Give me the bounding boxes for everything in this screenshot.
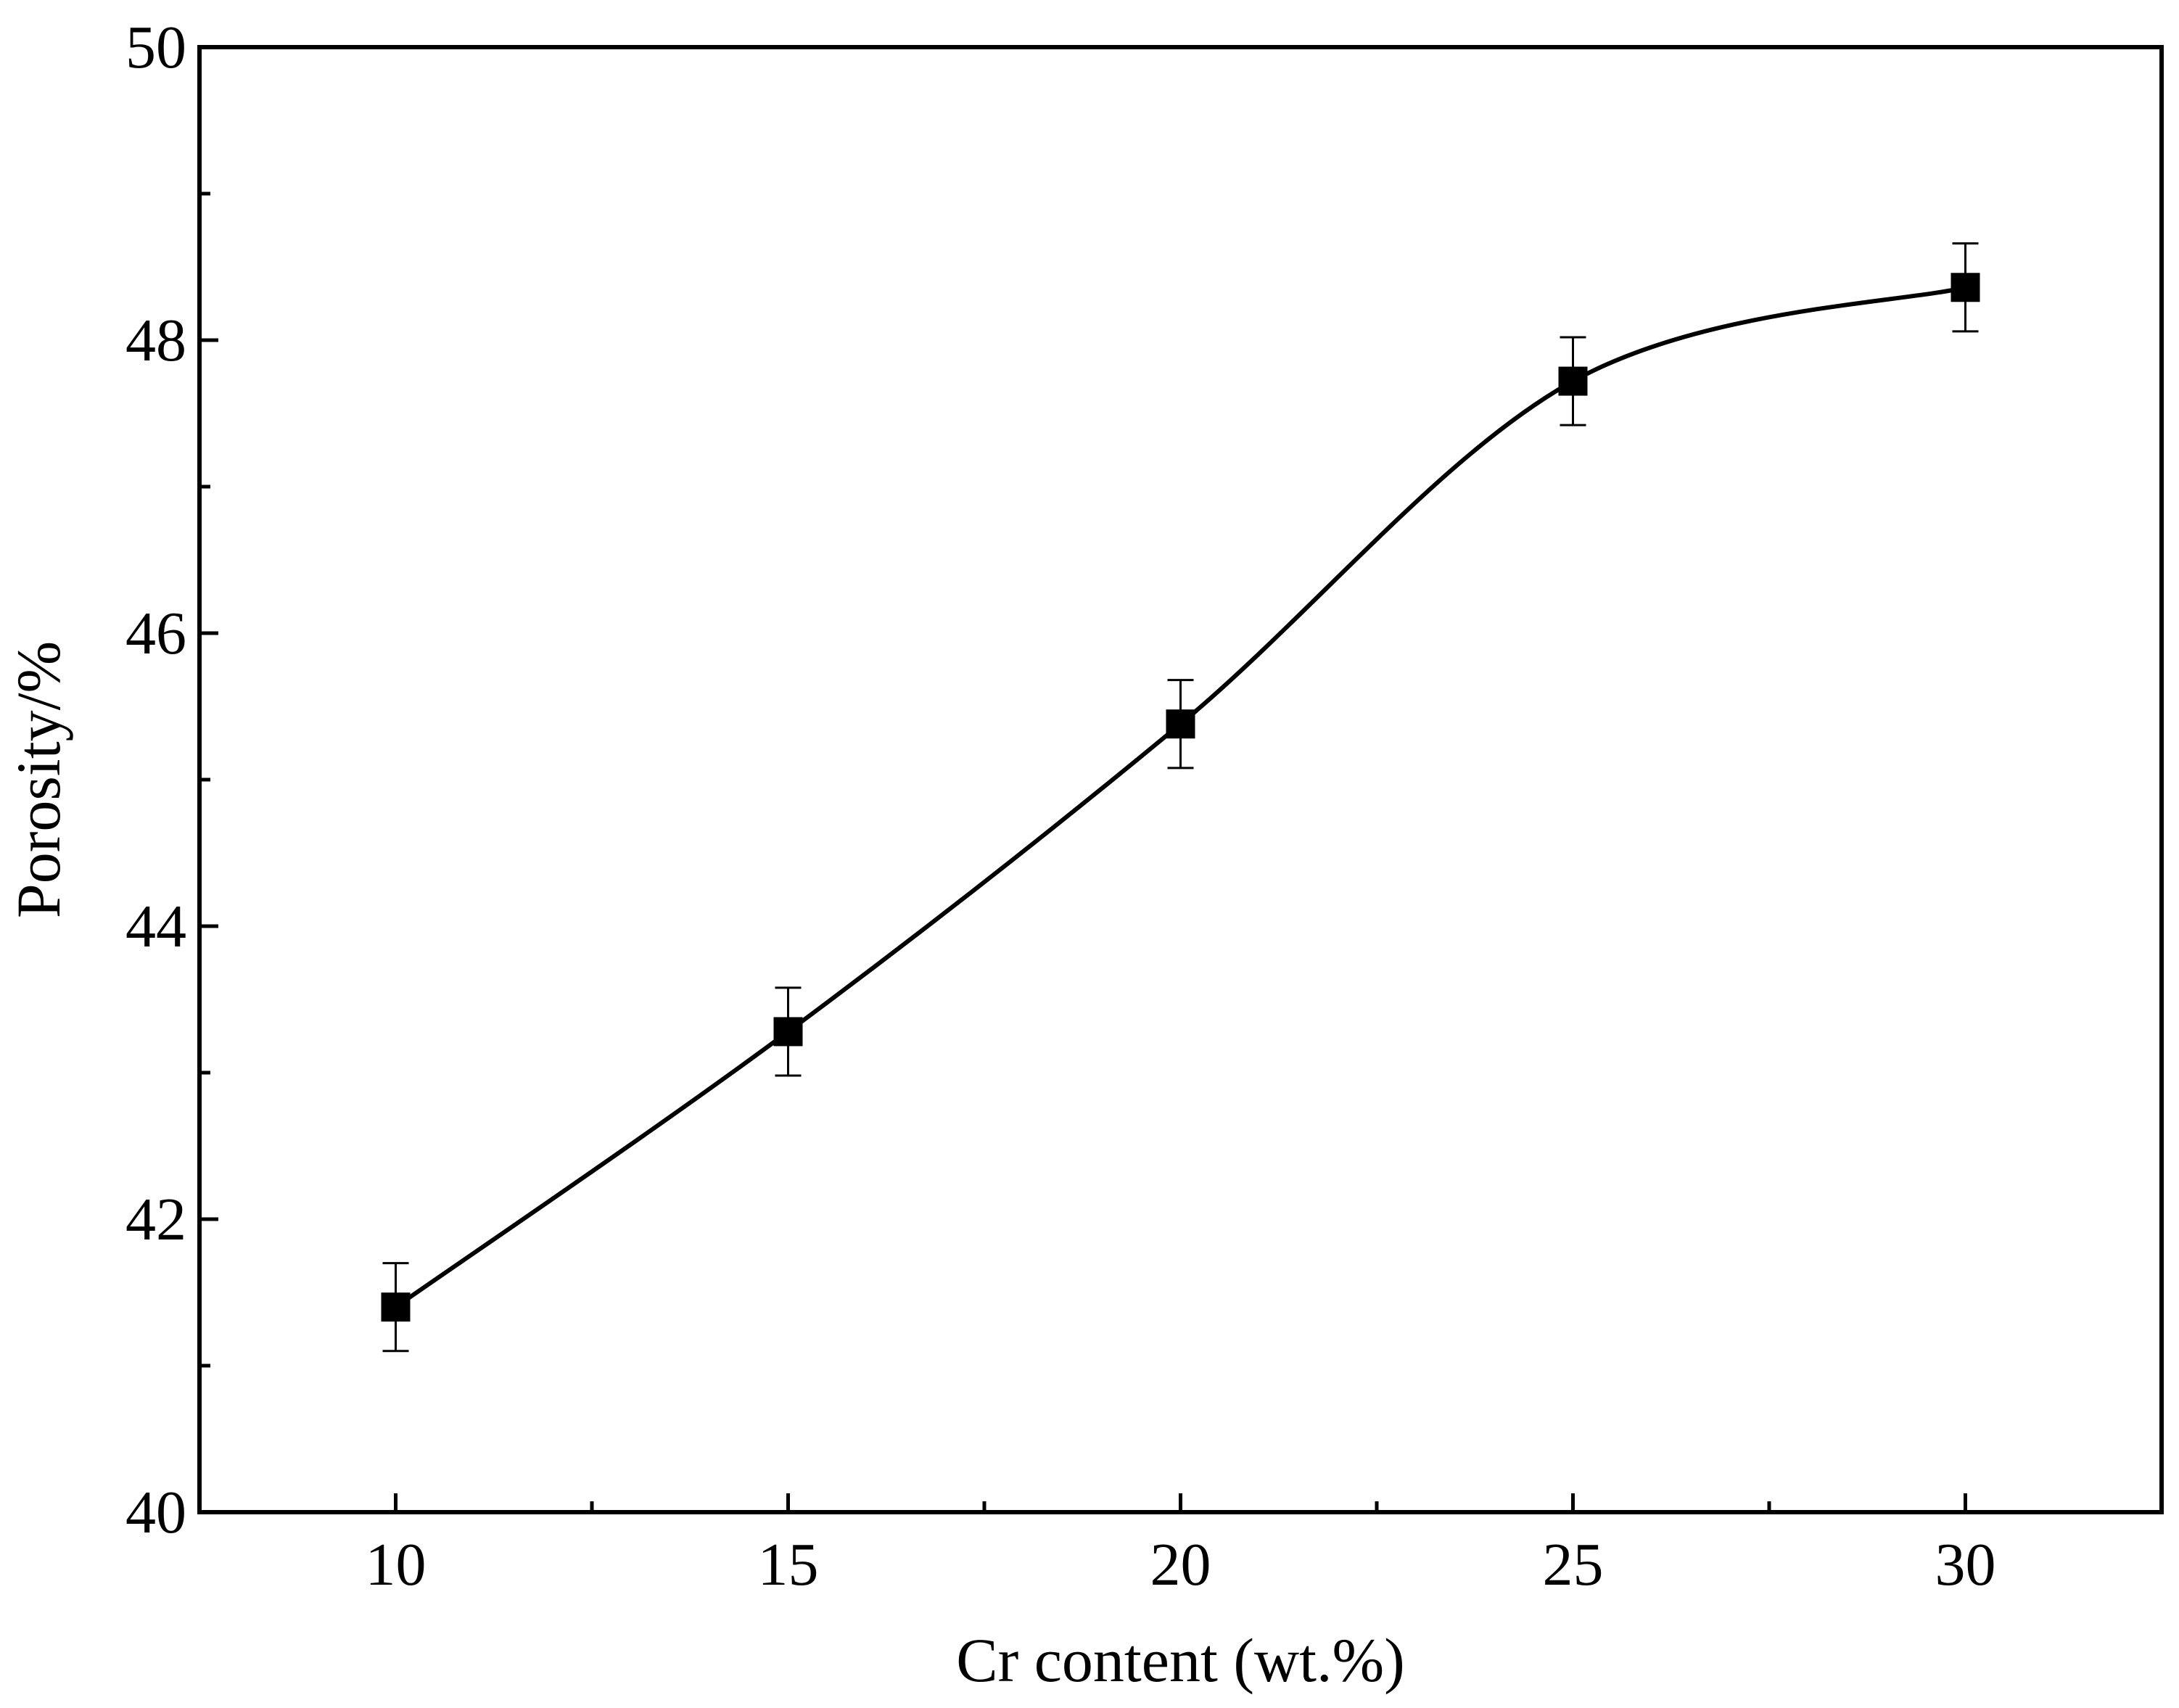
y-tick-label: 48 bbox=[125, 307, 186, 374]
fit-curve-group bbox=[394, 285, 1966, 1309]
plot-frame bbox=[197, 45, 2164, 1514]
y-tick-label: 50 bbox=[125, 14, 186, 81]
y-tick-label: 42 bbox=[125, 1186, 186, 1253]
y-tick-label: 40 bbox=[125, 1479, 186, 1546]
error-bars bbox=[382, 242, 1979, 1353]
data-point bbox=[1558, 366, 1588, 396]
data-point bbox=[1951, 273, 1980, 302]
x-tick-label: 20 bbox=[1150, 1531, 1211, 1598]
x-tick-label: 10 bbox=[366, 1531, 427, 1598]
y-tick-label: 44 bbox=[125, 893, 186, 960]
tick-labels: 10 15 20 25 30 40 42 44 46 48 50 bbox=[125, 14, 1996, 1598]
x-tick-label: 25 bbox=[1543, 1531, 1604, 1598]
data-point bbox=[773, 1017, 803, 1047]
x-axis-title: Cr content (wt.%) bbox=[956, 1625, 1405, 1695]
fit-curve bbox=[394, 285, 1966, 1309]
x-tick-label: 15 bbox=[758, 1531, 819, 1598]
data-point bbox=[381, 1292, 411, 1322]
data-point bbox=[1166, 709, 1195, 739]
y-axis-title: Porosity/% bbox=[4, 641, 73, 918]
axis-ticks bbox=[199, 45, 1967, 1514]
x-tick-label: 30 bbox=[1935, 1531, 1996, 1598]
y-tick-label: 46 bbox=[125, 600, 186, 667]
data-points bbox=[381, 273, 1980, 1322]
